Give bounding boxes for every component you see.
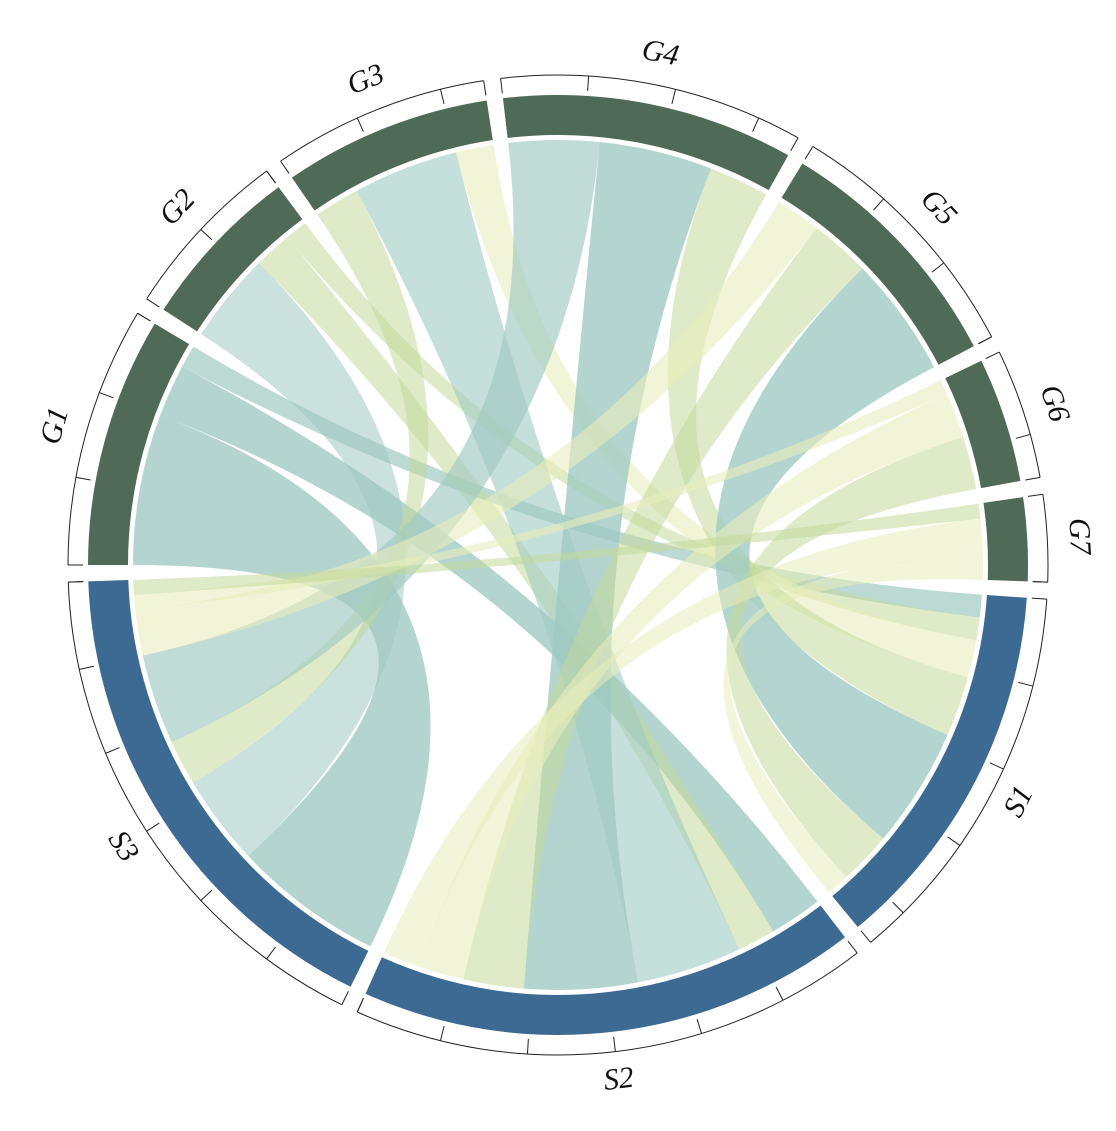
tick-G4-2 <box>672 89 676 104</box>
tick-G5-2 <box>932 263 944 272</box>
tick-S3-end <box>68 582 83 583</box>
label-G5: G5 <box>914 183 963 232</box>
tick-S3-4 <box>106 748 120 754</box>
tick-S1-3 <box>948 837 960 846</box>
tick-S3-3 <box>147 823 160 831</box>
label-G3: G3 <box>342 57 388 101</box>
ribbons <box>133 140 983 990</box>
tick-G1-1 <box>76 477 91 480</box>
tick-arc-G7 <box>1043 494 1048 582</box>
label-G1: G1 <box>33 404 75 448</box>
tick-G1-end <box>138 313 151 321</box>
chord-diagram: G1 G2 G3 G4 G5 G6 G7 S1 S2 S3 <box>0 0 1116 1131</box>
arc-G7 <box>983 497 1028 581</box>
tick-G5-end <box>978 337 991 344</box>
label-S3: S3 <box>102 825 146 868</box>
tick-S3-5 <box>79 666 94 669</box>
tick-G3-0 <box>281 161 289 173</box>
tick-S3-1 <box>267 947 276 959</box>
tick-G7-0 <box>1028 494 1043 496</box>
label-G6: G6 <box>1034 381 1077 426</box>
tick-S2-5 <box>440 1026 444 1041</box>
tick-G4-end <box>791 138 798 151</box>
tick-G3-end <box>484 81 486 96</box>
label-S2: S2 <box>602 1061 636 1097</box>
tick-S3-0 <box>342 991 349 1004</box>
tick-S1-end <box>861 931 871 943</box>
tick-G2-end <box>267 171 276 183</box>
label-G4: G4 <box>639 33 681 73</box>
tick-S1-1 <box>1018 682 1033 686</box>
label-S1: S1 <box>997 780 1040 822</box>
tick-S2-3 <box>614 1037 616 1052</box>
tick-G2-1 <box>201 229 212 239</box>
label-G7: G7 <box>1062 517 1097 557</box>
chord-svg: G1 G2 G3 G4 G5 G6 G7 S1 S2 S3 <box>0 0 1116 1131</box>
tick-S2-2 <box>697 1019 701 1033</box>
tick-G3-2 <box>440 89 444 104</box>
tick-G4-3 <box>753 118 759 132</box>
tick-G4-0 <box>501 78 503 93</box>
tick-G5-0 <box>805 146 813 159</box>
tick-S3-2 <box>201 890 212 900</box>
tick-S1-0 <box>1032 598 1047 599</box>
tick-S1-4 <box>893 902 904 913</box>
tick-S2-0 <box>848 941 857 953</box>
tick-G6-1 <box>1016 434 1030 438</box>
tick-G5-1 <box>874 199 884 210</box>
tick-S2-4 <box>527 1039 528 1054</box>
tick-G6-end <box>1025 477 1040 480</box>
tick-S1-2 <box>990 763 1004 769</box>
tick-G7-end <box>1033 582 1048 583</box>
tick-G2-0 <box>147 299 160 307</box>
tick-G3-1 <box>357 118 363 132</box>
label-G2: G2 <box>153 183 202 232</box>
tick-G1-2 <box>99 393 113 398</box>
tick-S2-1 <box>776 987 783 1000</box>
tick-G6-0 <box>986 352 1000 359</box>
tick-S2-end <box>357 998 363 1012</box>
tick-G4-1 <box>588 76 589 91</box>
